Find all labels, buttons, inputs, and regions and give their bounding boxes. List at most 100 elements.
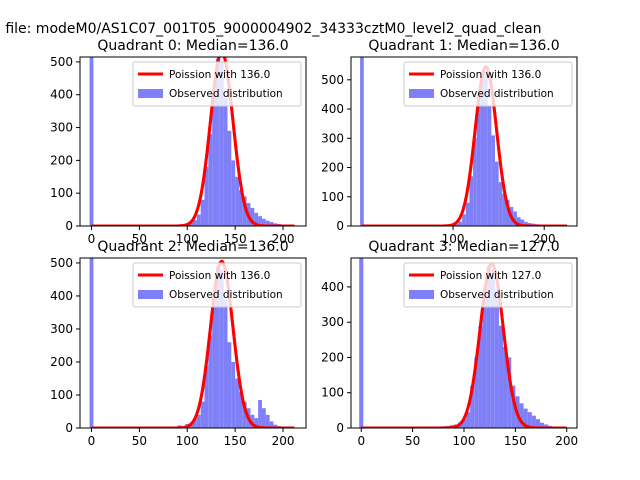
- legend-box: [403, 61, 573, 107]
- histogram-bar: [219, 269, 224, 428]
- histogram-bar: [480, 73, 485, 226]
- histogram-bar: [215, 266, 220, 428]
- histogram-bar: [208, 134, 213, 226]
- histogram-bar: [476, 103, 481, 226]
- y-tick-label: 0: [336, 219, 344, 233]
- legend-patch-observed: [409, 89, 434, 98]
- histogram-bar: [487, 106, 492, 226]
- x-tick-label: 150: [504, 434, 527, 448]
- axes-frame: [350, 56, 578, 227]
- histogram-bar: [254, 418, 259, 428]
- histogram-bar: [462, 214, 466, 226]
- histogram-bar: [511, 385, 516, 428]
- histogram-bar: [227, 342, 232, 428]
- histogram-bar: [231, 160, 236, 226]
- histogram-bar: [482, 286, 487, 428]
- histogram-bar: [523, 408, 528, 428]
- histogram-bar: [527, 412, 532, 428]
- histogram-bar: [212, 295, 216, 428]
- histogram-bar: [540, 422, 545, 428]
- y-tick-label: 100: [50, 186, 73, 200]
- histogram-bar: [524, 221, 528, 226]
- histogram-bar: [503, 346, 508, 428]
- legend-label-fit: Poission with 136.0: [169, 270, 270, 282]
- histogram-bar: [491, 135, 495, 226]
- histogram-bar: [193, 220, 197, 226]
- panel-quadrant-2: Quadrant 2: Median=136.0 0 50 100 150 200 0 100…: [50, 239, 307, 448]
- y-tick-label: 300: [50, 322, 73, 336]
- histogram-bar: [235, 378, 239, 428]
- histogram-bar: [269, 222, 274, 226]
- histogram-bar: [265, 414, 270, 428]
- histogram-bar: [200, 199, 205, 226]
- histogram-bar: [454, 223, 459, 226]
- x-tick-label: 0: [357, 434, 365, 448]
- histogram-bar: [238, 391, 243, 428]
- histogram-bar: [531, 415, 536, 428]
- histogram-bar: [544, 424, 549, 428]
- x-tick-label: 50: [405, 434, 420, 448]
- histogram-bar: [235, 176, 239, 226]
- y-tick-label: 0: [336, 421, 344, 435]
- axes-frame: [79, 257, 307, 429]
- y-tick-label: 200: [50, 153, 73, 167]
- x-tick-label: 50: [132, 434, 147, 448]
- legend-label-observed: Observed distribution: [169, 289, 283, 301]
- x-tick-label: 100: [453, 434, 476, 448]
- panel-quadrant-3: Quadrant 3: Median=127.0 0 50 100 150 200 0 100…: [321, 239, 578, 448]
- histogram-bar: [269, 421, 274, 428]
- panel-title: Quadrant 3: Median=127.0: [368, 239, 559, 255]
- histogram-bar: [519, 403, 524, 428]
- histogram-bar: [258, 216, 262, 226]
- legend-label-observed: Observed distribution: [440, 289, 554, 301]
- x-tick-label: 0: [88, 232, 96, 246]
- x-tick-label: 150: [224, 232, 247, 246]
- histogram-bar: [193, 418, 197, 428]
- x-tick-label: 50: [132, 232, 147, 246]
- histogram-bar: [261, 218, 266, 226]
- legend-box: [132, 61, 302, 107]
- histogram-bar: [535, 419, 541, 428]
- y-tick-label: 200: [321, 350, 344, 364]
- histogram-bar: [204, 166, 209, 226]
- histogram-bar: [250, 207, 255, 226]
- histogram-bar: [212, 91, 216, 226]
- y-tick-label: 200: [50, 355, 73, 369]
- axes-frame: [79, 56, 307, 227]
- histogram-bar: [494, 290, 499, 428]
- x-tick-label: 100: [442, 232, 465, 246]
- y-tick-label: 500: [50, 256, 73, 270]
- x-tick-label: 150: [224, 434, 247, 448]
- histogram-bar: [465, 202, 470, 226]
- histogram-bar: [520, 219, 525, 226]
- histogram-bar: [231, 361, 236, 428]
- histogram-bar: [215, 58, 220, 226]
- y-tick-label: 0: [65, 219, 73, 233]
- legend-patch-observed: [138, 290, 163, 299]
- y-tick-label: 500: [50, 55, 73, 69]
- histogram-bar: [484, 71, 488, 226]
- histogram-bar: [516, 217, 521, 226]
- panel-quadrant-0: Quadrant 0: Median=136.0 0 50 100 150 200 0 100…: [50, 38, 307, 246]
- histogram-bar: [196, 414, 201, 428]
- histogram-bar-zero: [360, 57, 364, 226]
- histogram-bar: [265, 220, 270, 226]
- y-tick-label: 300: [321, 315, 344, 329]
- y-tick-label: 100: [321, 190, 344, 204]
- histogram-bar: [250, 414, 255, 428]
- legend-box: [132, 262, 302, 308]
- histogram-bar: [208, 335, 213, 428]
- y-tick-label: 200: [321, 161, 344, 175]
- x-tick-label: 200: [533, 232, 556, 246]
- y-tick-label: 300: [321, 131, 344, 145]
- y-tick-label: 300: [50, 121, 73, 135]
- x-tick-label: 200: [555, 434, 578, 448]
- histogram-bar: [466, 412, 471, 428]
- x-tick-label: 200: [272, 434, 295, 448]
- histogram-bar: [273, 424, 278, 428]
- x-tick-label: 100: [176, 232, 199, 246]
- histogram-bar: [261, 408, 266, 428]
- histogram-bar: [254, 212, 259, 226]
- panel-title: Quadrant 2: Median=136.0: [97, 239, 288, 255]
- histogram-bar: [470, 385, 475, 428]
